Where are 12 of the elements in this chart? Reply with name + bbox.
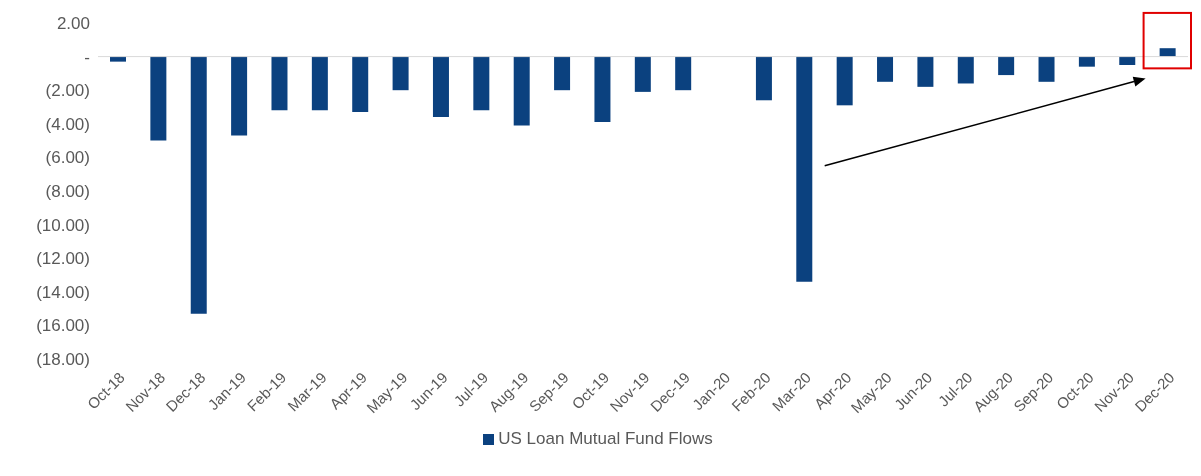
y-tick-label: (14.00) <box>36 282 90 302</box>
y-tick-label: (16.00) <box>36 316 90 336</box>
y-tick-label: 2.00 <box>56 14 90 34</box>
y-tick-label: (4.00) <box>45 114 90 134</box>
y-tick-label: (8.00) <box>45 182 90 202</box>
y-tick-label: - <box>84 47 90 67</box>
y-tick-label: (12.00) <box>36 249 90 269</box>
y-tick-label: (6.00) <box>45 148 90 168</box>
legend-label: US Loan Mutual Fund Flows <box>498 429 713 448</box>
y-tick-label: (10.00) <box>36 215 90 235</box>
y-tick-label: (2.00) <box>45 81 90 101</box>
y-tick-label: (18.00) <box>36 350 90 370</box>
